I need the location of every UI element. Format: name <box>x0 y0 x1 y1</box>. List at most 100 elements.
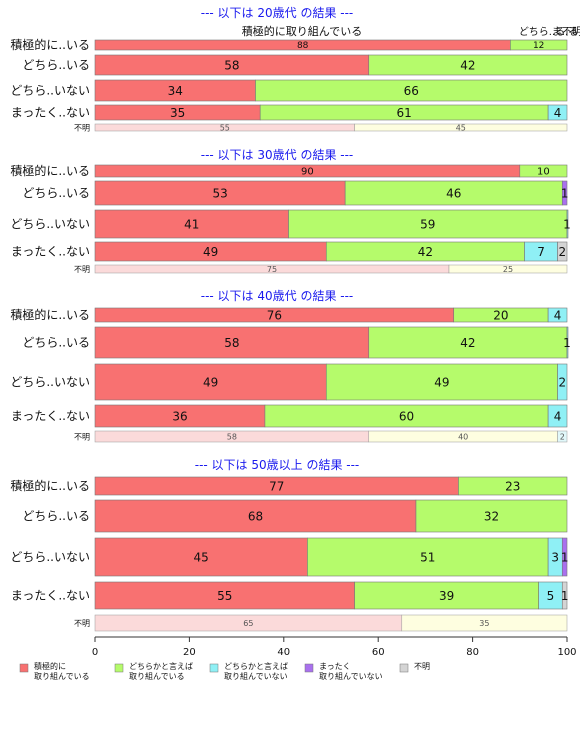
bar-segment <box>510 39 568 51</box>
bar-value-label: 51 <box>420 550 435 564</box>
bar-value-label: 45 <box>194 550 209 564</box>
unknown-bar-segment <box>354 123 568 132</box>
bar-value-label: 4 <box>554 308 562 322</box>
bar-segment <box>325 363 558 401</box>
unknown-value-label: 2 <box>560 433 565 442</box>
bar-value-label: 58 <box>224 336 239 350</box>
bar-segment <box>561 180 568 206</box>
panel-title: --- 以下は 20歳代 の結果 --- <box>201 6 354 20</box>
bar-value-label: 68 <box>248 509 263 523</box>
x-tick-label: 100 <box>557 647 576 658</box>
row-label: どちら..いない <box>10 84 90 98</box>
row-label: どちら..いる <box>22 336 90 350</box>
legend-swatch <box>19 663 29 673</box>
legend-label: 不明 <box>414 662 430 671</box>
bar-value-label: 4 <box>554 106 562 120</box>
bar-value-label: 53 <box>212 186 227 200</box>
bar-value-label: 76 <box>267 308 282 322</box>
bar-value-label: 1 <box>561 550 569 564</box>
bar-value-label: 59 <box>420 217 435 231</box>
row-label: どちら..いない <box>10 217 90 231</box>
bar-segment <box>368 326 568 359</box>
bar-value-label: 10 <box>537 167 550 178</box>
unknown-bar-segment <box>401 614 568 632</box>
unknown-value-label: 40 <box>458 433 468 442</box>
bar-value-label: 7 <box>537 245 545 259</box>
bar-value-label: 42 <box>418 245 433 259</box>
bar-value-label: 60 <box>399 409 414 423</box>
row-label: 積極的に..いる <box>10 307 90 322</box>
bar-segment <box>519 164 568 178</box>
panel-title: --- 以下は 50歳以上 の結果 --- <box>195 458 360 472</box>
legend-swatch <box>399 663 409 673</box>
bar-segment <box>94 180 346 206</box>
unknown-row-label: 不明 <box>74 619 90 628</box>
unknown-value-label: 55 <box>220 124 230 133</box>
bar-value-label: 90 <box>301 167 314 178</box>
x-tick-label: 20 <box>183 647 196 658</box>
legend-label: まったく取り組んでいない <box>319 662 383 681</box>
bar-segment <box>557 241 568 262</box>
unknown-row-label: 不明 <box>74 433 90 442</box>
bar-value-label: 41 <box>184 217 199 231</box>
bar-value-label: 12 <box>533 41 544 51</box>
row-label: 積極的に..いる <box>10 163 90 178</box>
bar-segment <box>547 307 568 323</box>
bar-value-label: 36 <box>172 409 187 423</box>
bar-segment <box>94 326 370 359</box>
unknown-value-label: 58 <box>227 433 237 442</box>
bar-value-label: 49 <box>203 375 218 389</box>
unknown-value-label: 35 <box>479 619 489 628</box>
bar-value-label: 58 <box>224 58 239 72</box>
bar-segment <box>458 476 568 496</box>
row-label: まったく..ない <box>11 106 90 120</box>
bar-value-label: 88 <box>297 41 309 51</box>
x-tick-label: 80 <box>466 647 479 658</box>
x-tick-label: 60 <box>372 647 385 658</box>
bar-segment <box>561 581 568 610</box>
bar-segment <box>566 209 569 239</box>
row-label: どちら..いる <box>22 186 90 200</box>
bar-value-label: 49 <box>434 375 449 389</box>
bar-segment <box>561 537 568 577</box>
bar-value-label: 39 <box>439 589 454 603</box>
bar-value-label: 55 <box>217 589 232 603</box>
row-label: まったく..ない <box>11 245 90 259</box>
unknown-value-label: 75 <box>267 265 277 274</box>
bar-segment <box>354 581 539 610</box>
legend-swatch <box>209 663 219 673</box>
column-label: 不明 <box>562 26 580 38</box>
bar-value-label: 23 <box>505 479 520 493</box>
legend-swatch <box>304 663 314 673</box>
x-tick-label: 40 <box>277 647 290 658</box>
bar-value-label: 61 <box>397 106 412 120</box>
column-label: どちら..る <box>519 26 565 38</box>
legend-label: 積極的に取り組んでいる <box>34 661 90 681</box>
bar-value-label: 77 <box>269 479 284 493</box>
bar-segment <box>94 363 327 401</box>
bar-value-label: 1 <box>561 589 569 603</box>
bar-value-label: 5 <box>547 589 555 603</box>
bar-segment <box>288 209 568 239</box>
bar-value-label: 66 <box>404 84 419 98</box>
row-label: どちら..いる <box>22 58 90 72</box>
legend-swatch <box>114 663 124 673</box>
bar-value-label: 3 <box>551 550 559 564</box>
bar-value-label: 35 <box>170 106 185 120</box>
row-label: 積極的に..いる <box>10 478 90 493</box>
bar-value-label: 42 <box>460 336 475 350</box>
unknown-row-label: 不明 <box>74 124 90 133</box>
unknown-value-label: 45 <box>456 124 466 133</box>
panel-title: --- 以下は 30歳代 の結果 --- <box>201 148 354 162</box>
row-label: まったく..ない <box>11 409 90 423</box>
bar-segment <box>255 79 568 102</box>
column-label: ま..る <box>552 26 578 38</box>
bar-value-label: 49 <box>203 245 218 259</box>
bar-segment <box>415 499 568 533</box>
row-label: どちら..いない <box>10 375 90 389</box>
row-label: 積極的に..いる <box>10 37 90 52</box>
row-label: まったく..ない <box>11 589 90 603</box>
bar-value-label: 4 <box>554 409 562 423</box>
bar-value-label: 20 <box>493 308 508 322</box>
